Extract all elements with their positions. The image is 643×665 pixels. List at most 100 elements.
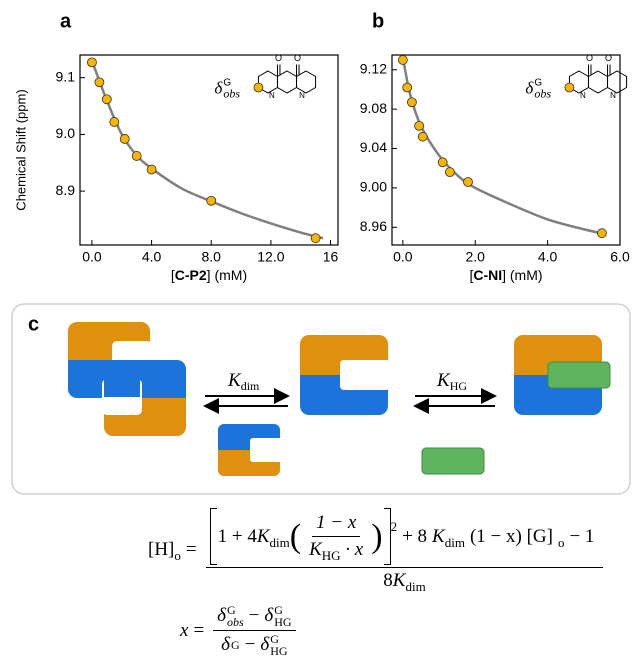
scripts: Gobs xyxy=(227,604,244,628)
k: K xyxy=(309,539,322,561)
atom-label: N xyxy=(610,91,616,100)
term: + 8 xyxy=(402,526,427,548)
x-axis-label-part: ] (mM) xyxy=(502,267,542,283)
data-point xyxy=(95,78,104,87)
x-axis-label: [C-P2] (mM) xyxy=(171,267,247,283)
sub: dim xyxy=(445,535,465,551)
data-point xyxy=(207,196,216,205)
lhs: x xyxy=(180,620,188,642)
x-axis-label: [C-NI] (mM) xyxy=(469,267,542,283)
data-point xyxy=(407,98,416,107)
data-point xyxy=(147,165,156,174)
atom-label: N xyxy=(269,91,275,100)
k-sub: HG xyxy=(450,379,468,393)
notch xyxy=(340,360,390,390)
numerator: 1 − x xyxy=(312,512,360,537)
y-tick-label: 9.1 xyxy=(56,68,76,84)
term: · x xyxy=(345,539,363,561)
y-tick-label: 9.08 xyxy=(360,100,387,116)
data-point xyxy=(438,158,447,167)
paren: ) xyxy=(371,520,382,554)
data-point xyxy=(311,234,320,243)
data-point xyxy=(464,177,473,186)
data-point xyxy=(398,55,407,64)
data-point xyxy=(87,58,96,67)
data-point xyxy=(418,132,427,141)
equals: = xyxy=(186,539,197,561)
x-tick-label: 4.0 xyxy=(538,249,558,265)
data-point xyxy=(445,168,454,177)
page-body: {"chart_data": [ {"type": "scatter", "la… xyxy=(0,0,643,665)
x-tick-label: 0.0 xyxy=(82,249,102,265)
annotation-sub: obs xyxy=(534,86,551,100)
x-axis-label-part: C-NI xyxy=(473,267,502,283)
x-tick-label: 12.0 xyxy=(257,249,284,265)
guest xyxy=(548,362,610,388)
k: K xyxy=(432,526,445,548)
delta: δ xyxy=(221,634,230,656)
sub: HG xyxy=(274,616,291,628)
data-point xyxy=(597,229,606,238)
sub: o xyxy=(174,548,181,564)
x-tick-label: 16 xyxy=(323,249,339,265)
x-axis-label-part: C-P2 xyxy=(175,267,207,283)
delta: δ xyxy=(264,605,273,627)
term: (1 − x) [G] xyxy=(470,526,553,548)
x-tick-label: 8.0 xyxy=(202,249,222,265)
annotation: δGobs xyxy=(214,77,240,100)
annotation-symbol: δ xyxy=(214,78,223,97)
x-tick-label: 2.0 xyxy=(466,249,486,265)
k-sub: dim xyxy=(241,379,260,393)
data-point xyxy=(120,134,129,143)
plot-frame xyxy=(80,55,338,245)
y-tick-label: 9.00 xyxy=(360,179,387,195)
y-tick-label: 9.0 xyxy=(56,125,76,141)
data-point xyxy=(110,117,119,126)
atom-label: O xyxy=(605,53,612,63)
lhs: [H] xyxy=(148,539,174,561)
minus: − xyxy=(245,634,256,656)
panel-label: a xyxy=(60,10,72,32)
panel-label: b xyxy=(372,10,384,32)
fit-curve xyxy=(403,57,606,234)
data-point xyxy=(403,83,412,92)
monomer xyxy=(300,335,390,415)
sub: HG xyxy=(322,548,341,564)
term: 1 − x xyxy=(316,512,356,534)
x-tick-label: 0.0 xyxy=(393,249,413,265)
data-point xyxy=(132,151,141,160)
fit-curve xyxy=(92,61,323,239)
sub: o xyxy=(558,535,565,551)
inner-fraction: 1 − x KHG · x xyxy=(305,512,367,561)
atom-label: N xyxy=(580,91,586,100)
guest xyxy=(422,448,484,474)
sup: G xyxy=(231,639,240,651)
k: K xyxy=(257,526,270,548)
plot-frame xyxy=(392,55,620,245)
sub: HG xyxy=(270,645,287,657)
sub: dim xyxy=(270,535,290,551)
y-tick-label: 9.12 xyxy=(360,60,387,76)
equation-host: [H]o = 1 + 4Kdim ( 1 − x KHG · x ) 2 + 8… xyxy=(148,508,607,592)
atom-label: O xyxy=(294,53,301,63)
x-tick-label: 4.0 xyxy=(142,249,162,265)
marker-dot xyxy=(254,83,263,92)
x-axis-label-part: ] (mM) xyxy=(207,267,247,283)
atom-label: O xyxy=(275,53,282,63)
delta: δ xyxy=(260,634,269,656)
y-axis-label: Chemical Shift (ppm) xyxy=(13,89,28,210)
term: 1 + 4 xyxy=(218,526,257,548)
term: − 1 xyxy=(569,526,594,548)
